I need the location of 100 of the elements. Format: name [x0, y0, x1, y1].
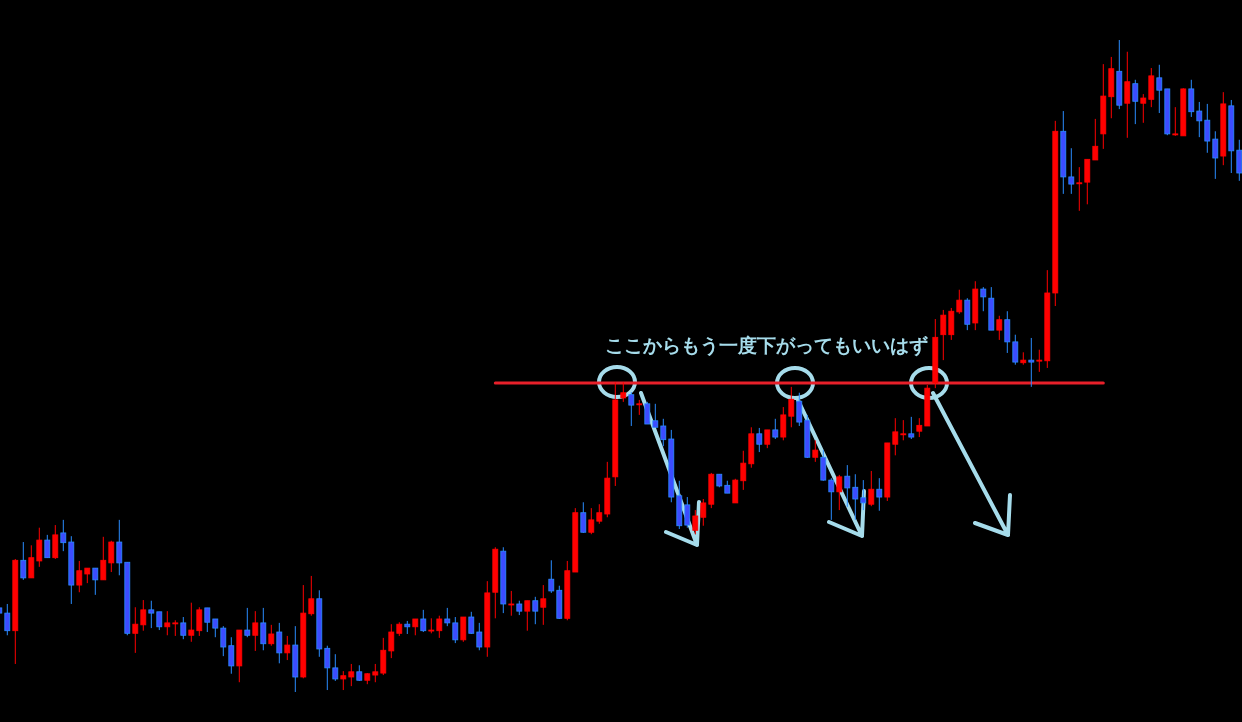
candlestick: [940, 309, 947, 361]
candlestick: [540, 584, 547, 626]
candlestick: [524, 600, 531, 632]
candlestick: [1188, 79, 1195, 118]
candlestick: [1012, 334, 1019, 366]
candlestick: [1068, 147, 1075, 195]
candlestick: [52, 524, 59, 560]
candlestick: [324, 645, 331, 691]
candlestick: [268, 624, 275, 647]
candlestick: [76, 560, 83, 593]
candlestick: [948, 307, 955, 341]
candlestick: [1084, 158, 1091, 205]
candlestick: [332, 653, 339, 682]
candlestick: [740, 450, 747, 491]
candlestick: [284, 635, 291, 661]
candlestick: [1028, 337, 1035, 388]
candlestick: [276, 622, 283, 664]
candlestick: [260, 607, 267, 651]
candlestick: [916, 417, 923, 438]
candlestick: [36, 527, 43, 568]
candlestick: [204, 607, 211, 633]
candlestick: [1236, 139, 1242, 182]
candlestick: [844, 464, 851, 508]
candlestick: [140, 599, 147, 632]
candlestick: [1212, 130, 1219, 180]
candlestick: [812, 439, 819, 463]
candlestick: [820, 449, 827, 482]
candlestick: [788, 386, 795, 428]
candlestick: [460, 616, 467, 643]
candlestick: [212, 618, 219, 638]
candlestick: [852, 473, 859, 521]
candlestick: [436, 615, 443, 639]
candlestick: [108, 540, 115, 573]
candlestick: [188, 602, 195, 643]
candlestick: [596, 503, 603, 525]
candlestick: [876, 477, 883, 512]
candlestick: [580, 501, 587, 534]
candlestick: [860, 479, 867, 511]
candlestick: [348, 663, 355, 687]
candlestick: [60, 519, 67, 552]
candlestick: [796, 392, 803, 427]
candlestick: [388, 623, 395, 659]
candlestick: [908, 416, 915, 440]
candlestick: [468, 611, 475, 635]
candlestick: [476, 622, 483, 651]
candlestick: [508, 590, 515, 617]
candlestick: [548, 559, 555, 594]
candlestick: [772, 418, 779, 440]
candlestick: [756, 427, 763, 453]
candlestick: [1172, 106, 1179, 137]
candlestick: [100, 536, 107, 581]
candlestick: [340, 670, 347, 691]
candlestick: [764, 429, 771, 449]
candlestick: [1204, 103, 1211, 154]
candlestick: [148, 600, 155, 629]
candlestick: [732, 478, 739, 504]
candlestick: [628, 391, 635, 427]
candlestick: [956, 289, 963, 315]
candlestick: [452, 616, 459, 644]
candlestick: [700, 498, 707, 527]
candlestick: [196, 606, 203, 637]
candlestick: [652, 403, 659, 428]
candlestick: [132, 606, 139, 654]
candlestick: [644, 401, 651, 425]
candlestick: [620, 381, 627, 403]
candlestick: [892, 417, 899, 456]
candlestick: [28, 544, 35, 579]
candlestick: [244, 607, 251, 638]
candlestick: [1036, 349, 1043, 373]
candlestick: [660, 418, 667, 447]
candlestick: [164, 610, 171, 636]
candlestick: [444, 607, 451, 627]
candlestick: [1124, 51, 1131, 139]
candlestick: [252, 610, 259, 652]
candlestick: [116, 519, 123, 576]
candlestick: [1156, 64, 1163, 114]
candlestick: [156, 611, 163, 631]
candlestick: [308, 575, 315, 617]
annotation: ここからもう一度下がってもいいはず: [605, 334, 928, 357]
candlestick: [20, 541, 27, 581]
candlestick: [1140, 93, 1147, 124]
candlestick: [372, 663, 379, 683]
candlestick: [1092, 118, 1099, 161]
candlestick: [980, 286, 987, 312]
candlestick: [420, 609, 427, 633]
candlestick: [588, 507, 595, 535]
candlestick: [868, 470, 875, 507]
candlestick: [1004, 310, 1011, 354]
candlestick: [228, 636, 235, 675]
candlestick: [380, 637, 387, 676]
candlestick: [44, 534, 51, 559]
candlestick: [1196, 101, 1203, 138]
candlestick: [900, 419, 907, 441]
candlestick: [4, 603, 11, 636]
candlestick: [532, 596, 539, 625]
candlestick: [836, 474, 843, 511]
candlestick: [1076, 166, 1083, 212]
candlestick: [220, 625, 227, 657]
candlestick: [828, 477, 835, 521]
candlestick: [92, 567, 99, 596]
